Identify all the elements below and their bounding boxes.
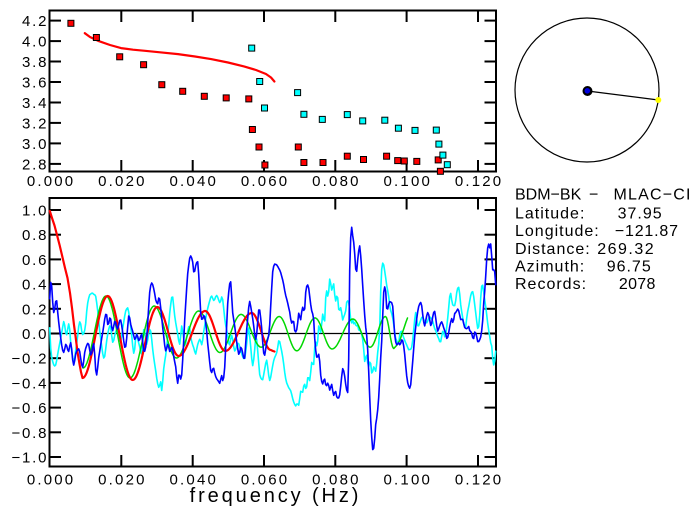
svg-text:Records:: Records: xyxy=(515,276,587,293)
svg-text:0.080: 0.080 xyxy=(312,173,361,190)
svg-text:0.4: 0.4 xyxy=(22,277,48,294)
svg-text:1.0: 1.0 xyxy=(22,203,48,220)
svg-text:Longitude:: Longitude: xyxy=(515,223,600,240)
svg-text:4.2: 4.2 xyxy=(22,13,48,30)
svg-text:Distance:: Distance: xyxy=(515,241,591,258)
svg-text:96.75: 96.75 xyxy=(607,259,652,276)
svg-text:0.060: 0.060 xyxy=(241,173,290,190)
svg-text:0.6: 0.6 xyxy=(22,252,48,269)
svg-text:269.32: 269.32 xyxy=(597,241,655,258)
svg-text:37.95: 37.95 xyxy=(618,206,663,223)
svg-text:MLAC−CI: MLAC−CI xyxy=(614,187,692,204)
svg-text:0.100: 0.100 xyxy=(384,173,433,190)
svg-text:0.0: 0.0 xyxy=(22,326,48,343)
svg-text:4.0: 4.0 xyxy=(22,34,48,51)
svg-text:0.060: 0.060 xyxy=(241,472,290,489)
svg-text:3.6: 3.6 xyxy=(22,75,48,92)
svg-text:0.000: 0.000 xyxy=(27,173,76,190)
svg-text:0.120: 0.120 xyxy=(455,173,504,190)
svg-text:0.080: 0.080 xyxy=(312,472,361,489)
svg-text:Latitude:: Latitude: xyxy=(515,206,585,223)
svg-text:0.120: 0.120 xyxy=(455,472,504,489)
svg-text:3.4: 3.4 xyxy=(22,95,48,112)
svg-text:0.020: 0.020 xyxy=(98,173,147,190)
svg-text:0.8: 0.8 xyxy=(22,227,48,244)
svg-text:0.100: 0.100 xyxy=(384,472,433,489)
svg-text:−0.8: −0.8 xyxy=(11,425,48,442)
svg-text:Azimuth:: Azimuth: xyxy=(515,259,585,276)
svg-text:0.020: 0.020 xyxy=(98,472,147,489)
svg-text:2078: 2078 xyxy=(619,276,656,293)
svg-text:0.040: 0.040 xyxy=(170,173,219,190)
svg-text:−: − xyxy=(589,187,598,204)
svg-text:0.000: 0.000 xyxy=(27,472,76,489)
svg-text:3.0: 3.0 xyxy=(22,136,48,153)
svg-text:−1.0: −1.0 xyxy=(11,450,48,467)
svg-text:0.2: 0.2 xyxy=(22,301,48,318)
svg-text:−0.4: −0.4 xyxy=(11,375,48,392)
svg-text:3.8: 3.8 xyxy=(22,54,48,71)
svg-text:frequency (Hz): frequency (Hz) xyxy=(190,485,362,507)
svg-text:−0.6: −0.6 xyxy=(11,400,48,417)
svg-text:0.040: 0.040 xyxy=(170,472,219,489)
svg-text:−121.87: −121.87 xyxy=(615,223,679,240)
svg-text:−0.2: −0.2 xyxy=(11,351,48,368)
svg-text:BDM−BK: BDM−BK xyxy=(515,187,582,204)
svg-text:2.8: 2.8 xyxy=(22,156,48,173)
svg-text:3.2: 3.2 xyxy=(22,115,48,132)
